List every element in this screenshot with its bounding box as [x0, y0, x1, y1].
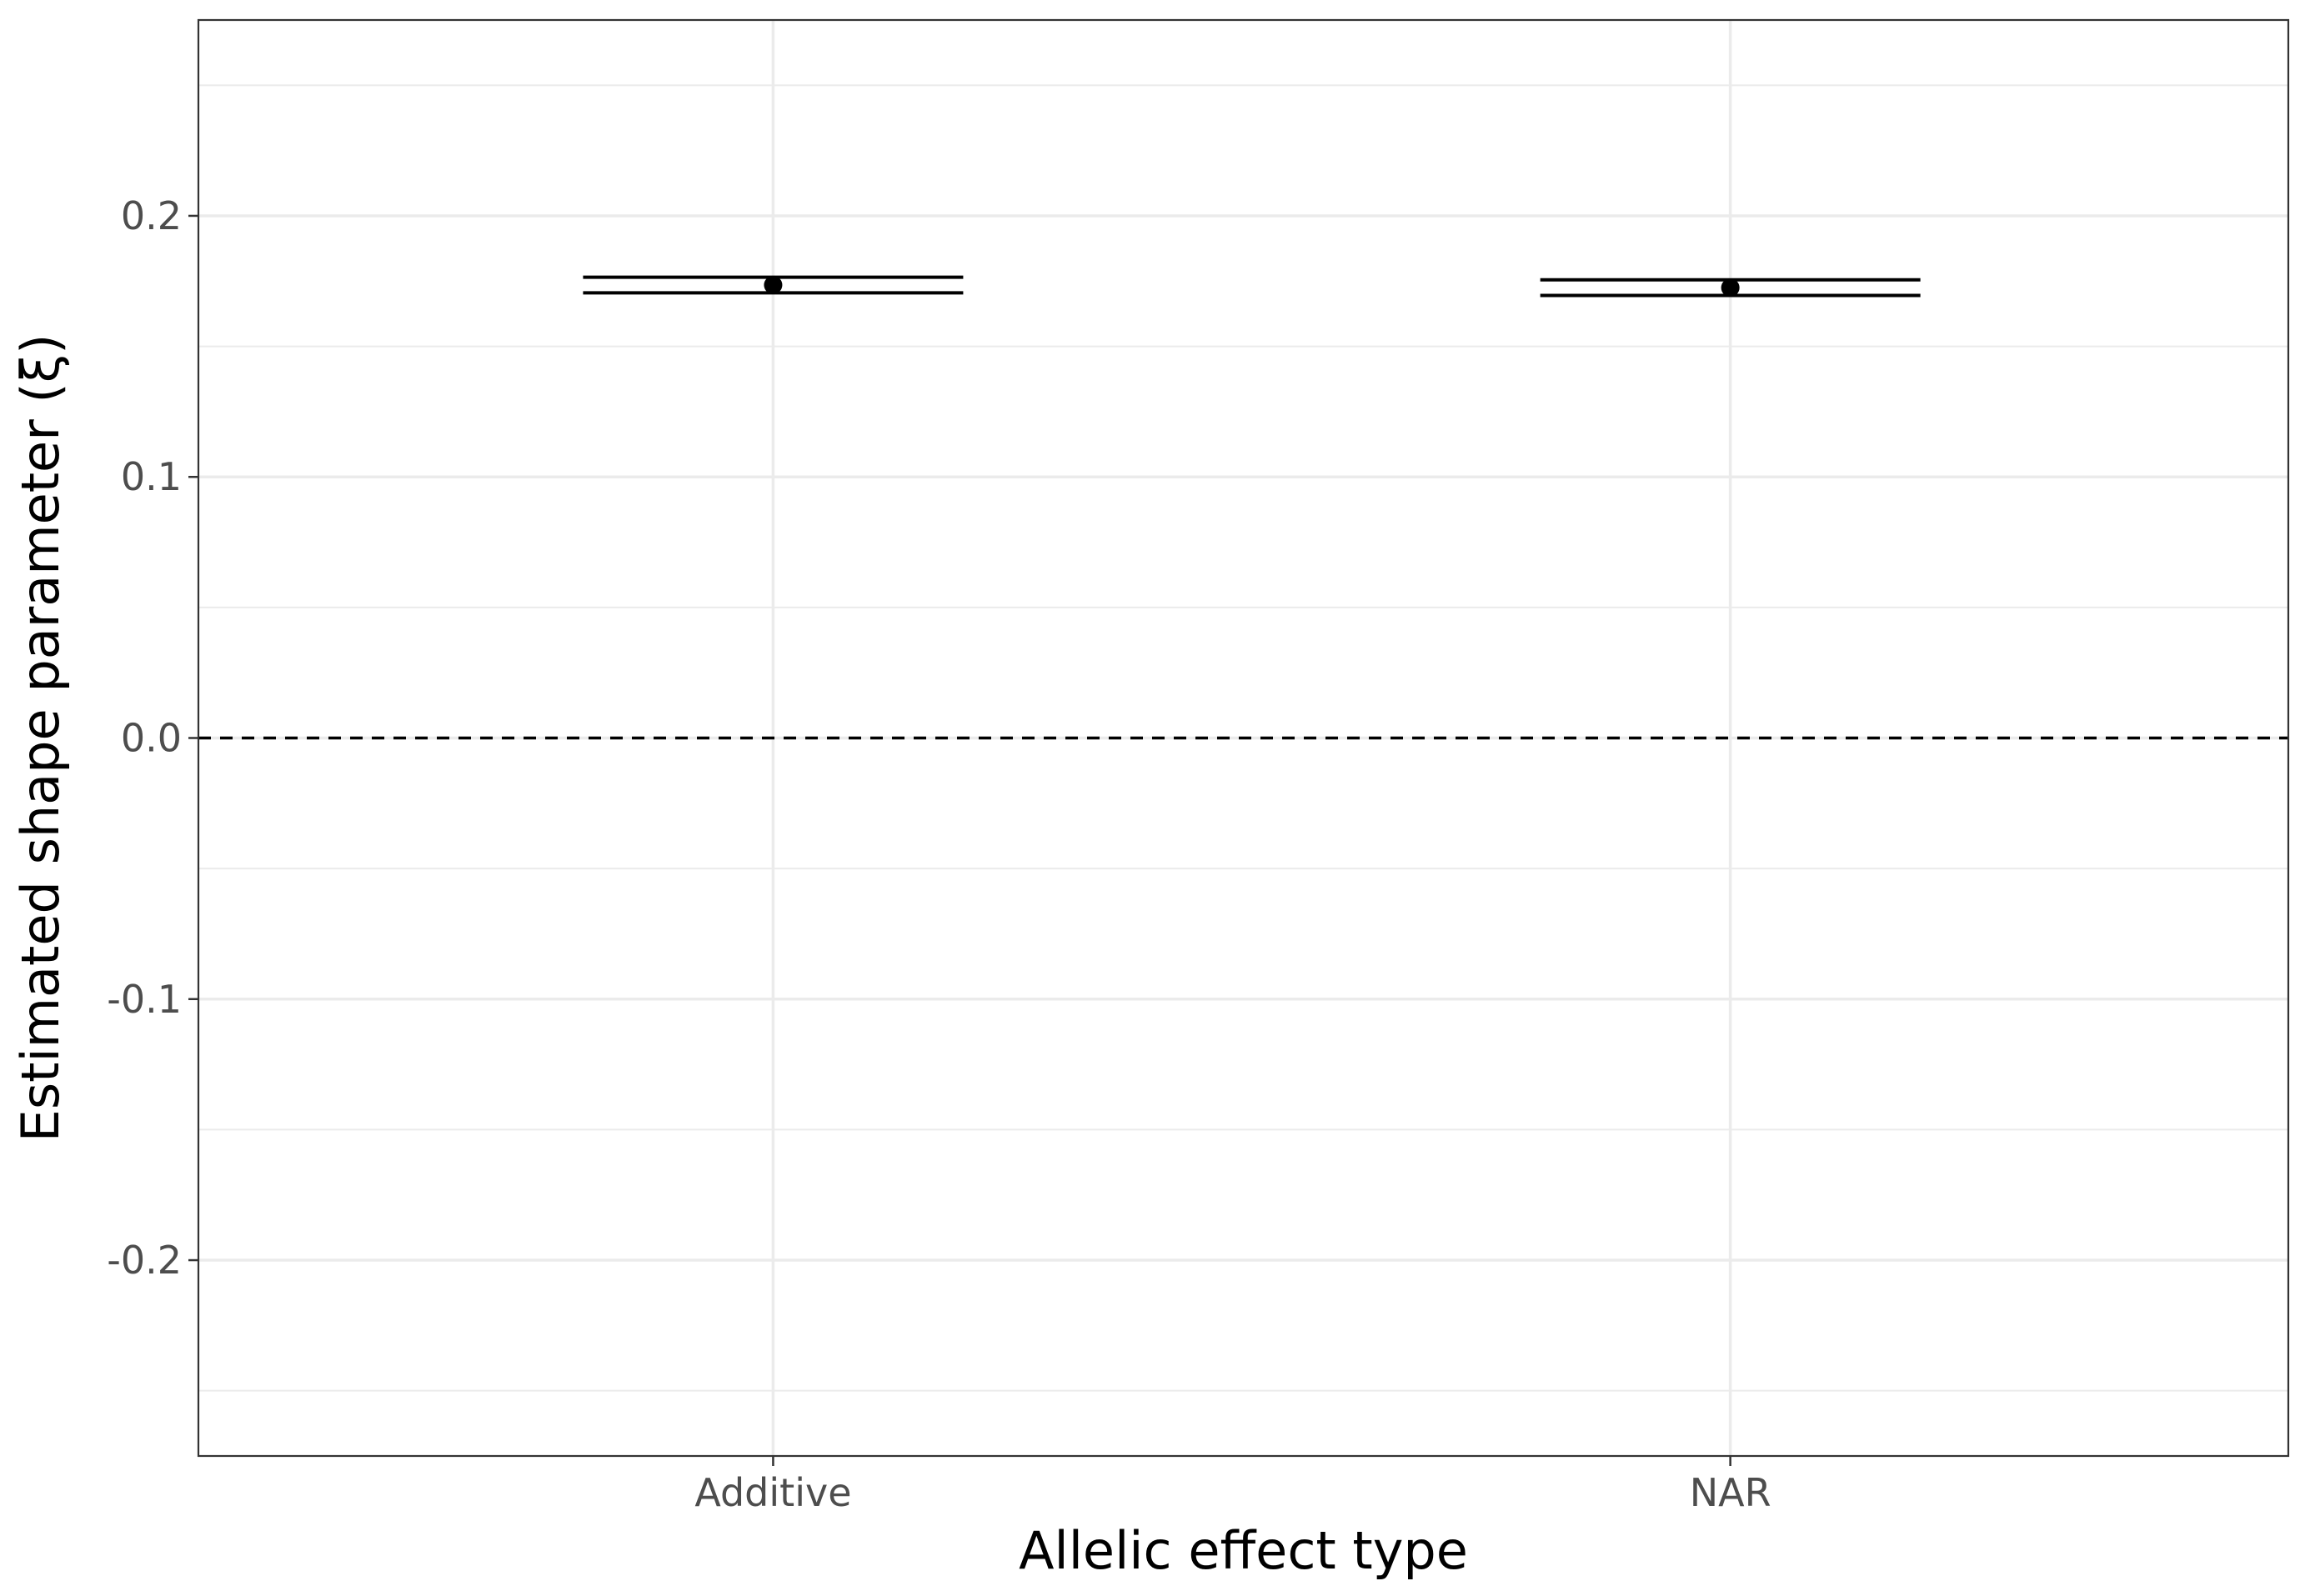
x-tick-label: NAR: [1690, 1470, 1771, 1515]
errorbar-nar: [1540, 278, 1921, 298]
y-tick-label: -0.2: [107, 1238, 182, 1283]
x-tick-label: Additive: [694, 1470, 851, 1515]
y-axis-title: Estimated shape parameter (ξ): [10, 334, 71, 1143]
minor-gridlines: [198, 84, 2288, 1392]
y-tick-label: -0.1: [107, 977, 182, 1022]
x-axis: Additive NAR: [694, 1456, 1771, 1515]
y-axis: -0.2 -0.1 0.0 0.1 0.2: [107, 193, 198, 1283]
y-tick-label: 0.1: [121, 454, 182, 499]
point-estimate: [764, 275, 783, 294]
y-tick-label: 0.2: [121, 193, 182, 238]
x-axis-title: Allelic effect type: [1019, 1520, 1468, 1581]
point-estimate: [1721, 278, 1740, 298]
data-marks: [583, 275, 1921, 298]
y-tick-label: 0.0: [121, 716, 182, 761]
errorbar-additive: [583, 275, 964, 295]
